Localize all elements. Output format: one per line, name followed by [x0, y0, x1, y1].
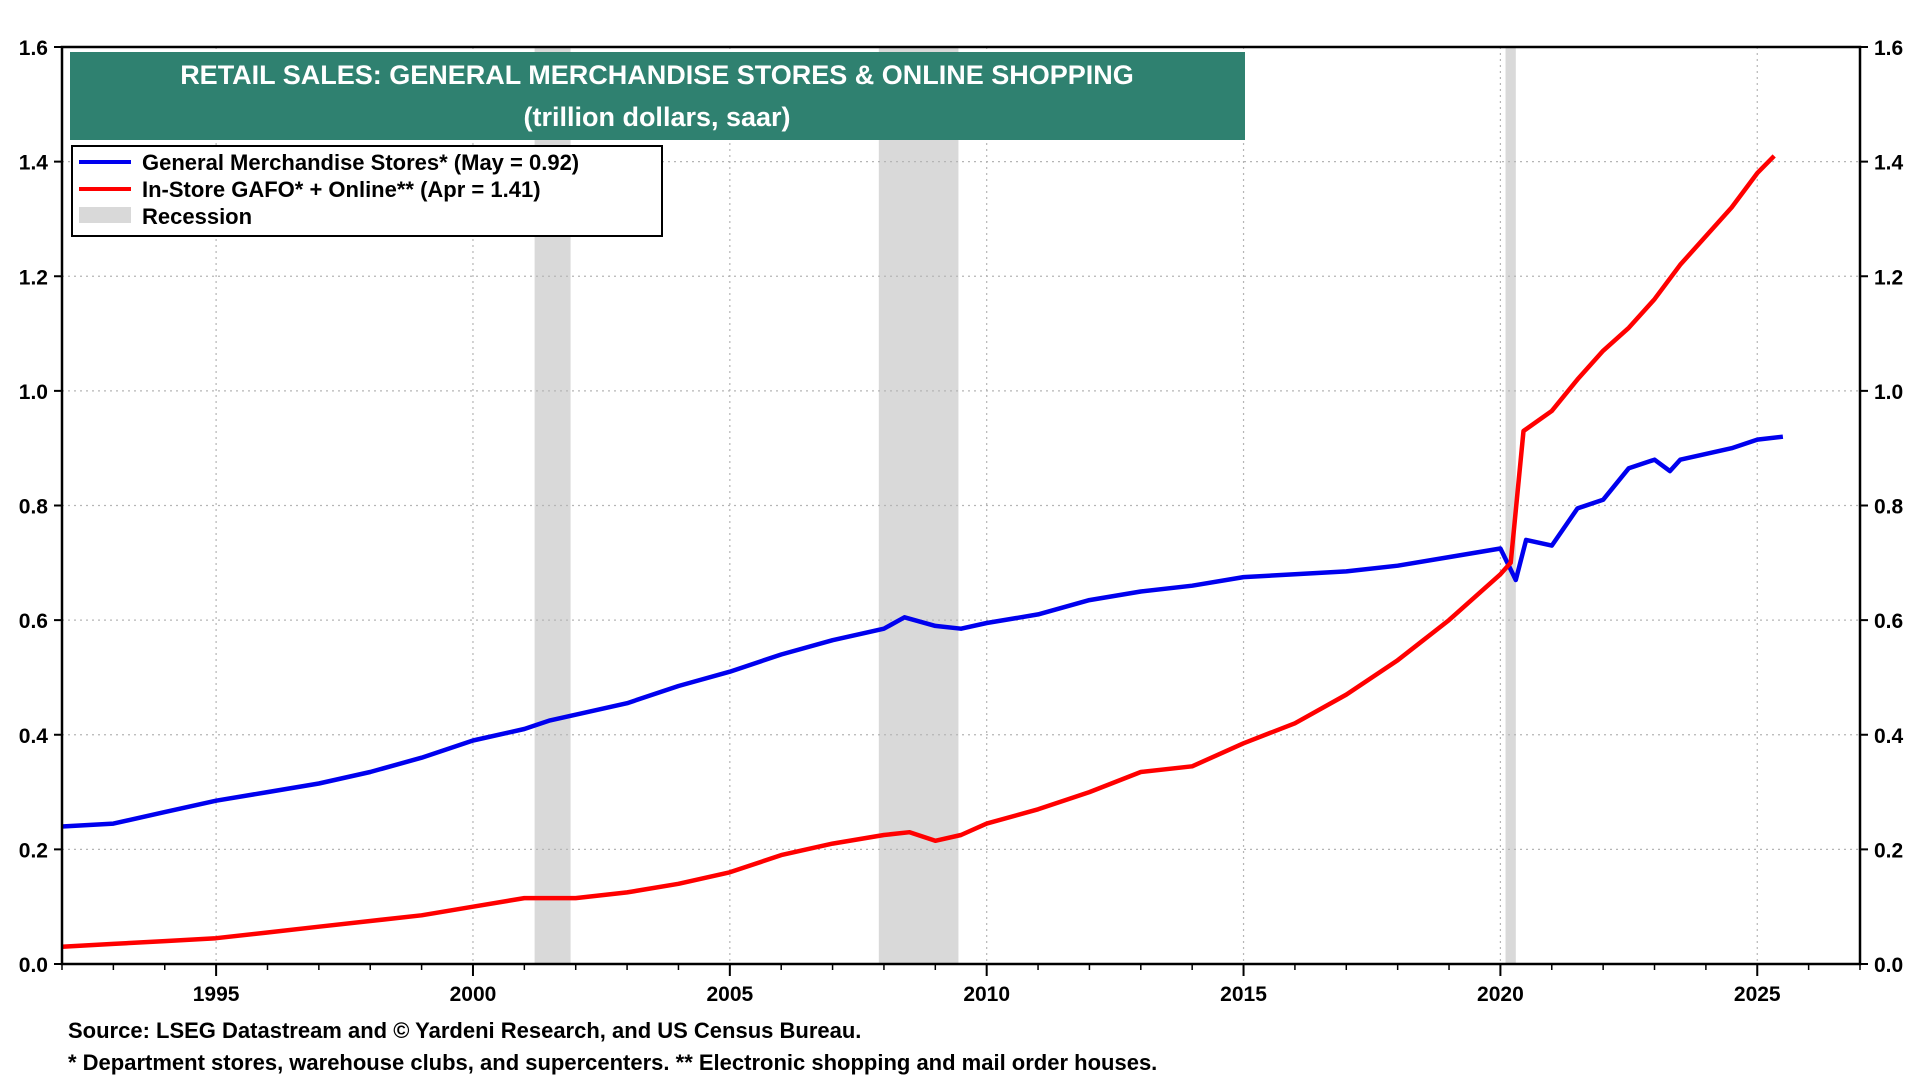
xtick-label-0: 1995 — [193, 983, 240, 1006]
series-lines — [61, 154, 1784, 950]
ytick-label-right-6: 1.2 — [1874, 266, 1903, 289]
chart-subtitle: (trillion dollars, saar) — [523, 102, 790, 132]
recession-band-2 — [1505, 47, 1516, 964]
series-line-0 — [61, 434, 1784, 829]
legend-label-gafo-online: In-Store GAFO* + Online** (Apr = 1.41) — [142, 177, 541, 202]
xtick-label-1: 2000 — [450, 983, 497, 1006]
ytick-label-right-1: 0.2 — [1874, 839, 1903, 862]
ytick-label-left-8: 1.6 — [19, 37, 48, 60]
legend-label-general-merchandise: General Merchandise Stores* (May = 0.92) — [142, 150, 579, 175]
legend-swatch-recession — [79, 207, 131, 223]
ytick-label-left-1: 0.2 — [19, 839, 48, 862]
xtick-label-6: 2025 — [1734, 983, 1781, 1006]
legend: General Merchandise Stores* (May = 0.92)… — [71, 145, 663, 237]
ytick-label-left-0: 0.0 — [19, 954, 48, 977]
ytick-label-right-7: 1.4 — [1874, 152, 1904, 175]
legend-box — [71, 145, 663, 237]
ytick-label-right-8: 1.6 — [1874, 37, 1903, 60]
ytick-label-left-6: 1.2 — [19, 266, 48, 289]
ytick-label-right-0: 0.0 — [1874, 954, 1903, 977]
legend-label-recession: Recession — [142, 204, 252, 229]
xtick-label-2: 2005 — [706, 983, 753, 1006]
footnote: * Department stores, warehouse clubs, an… — [68, 1050, 1158, 1075]
ytick-label-right-5: 1.0 — [1874, 381, 1903, 404]
ytick-label-left-3: 0.6 — [19, 610, 48, 633]
xtick-label-3: 2010 — [963, 983, 1010, 1006]
ytick-label-right-4: 0.8 — [1874, 496, 1904, 519]
xtick-label-5: 2020 — [1477, 983, 1524, 1006]
ytick-label-left-4: 0.8 — [19, 496, 49, 519]
ytick-label-left-5: 1.0 — [19, 381, 48, 404]
xtick-label-4: 2015 — [1220, 983, 1267, 1006]
source-note: Source: LSEG Datastream and © Yardeni Re… — [68, 1018, 862, 1043]
title-box — [70, 52, 1245, 140]
series-line-1 — [61, 154, 1776, 950]
chart-title: RETAIL SALES: GENERAL MERCHANDISE STORES… — [180, 60, 1134, 90]
ytick-label-right-2: 0.4 — [1874, 725, 1904, 748]
ytick-label-left-2: 0.4 — [19, 725, 49, 748]
x-axis: 1995 2000 2005 2010 2015 2020 2025 — [61, 964, 1861, 1006]
y-axis-right: 0.0 0.2 0.4 0.6 0.8 1.0 1.2 1.4 1.6 — [1860, 37, 1904, 977]
ytick-label-left-7: 1.4 — [19, 152, 49, 175]
ytick-label-right-3: 0.6 — [1874, 610, 1903, 633]
y-axis-left: 0.0 0.2 0.4 0.6 0.8 1.0 1.2 1.4 1.6 — [19, 37, 62, 977]
